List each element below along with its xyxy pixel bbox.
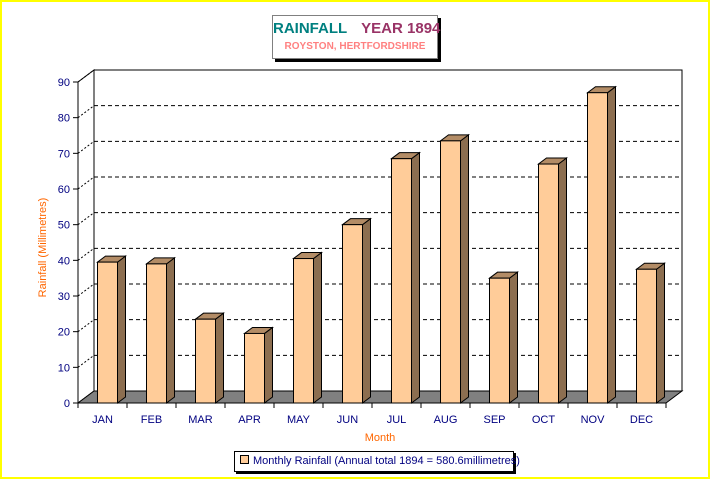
x-tick-label: JUL <box>387 414 407 426</box>
bar <box>146 263 167 404</box>
y-tick-label: 30 <box>58 291 70 303</box>
chart-title-box: RAINFALL YEAR 1894 ROYSTON, HERTFORDSHIRE <box>272 15 441 59</box>
y-tick-label: 0 <box>64 398 70 410</box>
x-tick-label: APR <box>238 414 261 426</box>
bar <box>244 332 265 404</box>
x-tick-label: SEP <box>483 414 505 426</box>
bar <box>440 140 461 404</box>
bar-side <box>166 256 175 404</box>
side-wall <box>77 69 95 404</box>
bar <box>195 318 216 404</box>
bar <box>538 163 559 404</box>
y-tick-label: 90 <box>58 77 70 89</box>
y-tick-label: 70 <box>58 148 70 160</box>
bar-side <box>362 217 371 404</box>
gridline-side <box>77 176 95 190</box>
x-axis-title: Month <box>365 432 396 444</box>
chart-legend: Monthly Rainfall (Annual total 1894 = 58… <box>234 451 520 472</box>
bar <box>636 268 657 404</box>
chart-subtitle: ROYSTON, HERTFORDSHIRE <box>284 41 426 52</box>
bar-side <box>313 251 322 404</box>
bar <box>391 158 412 404</box>
x-tick-label: DEC <box>630 414 653 426</box>
y-tick-label: 40 <box>58 255 70 267</box>
gridline-side <box>77 140 95 154</box>
bar-side <box>411 151 420 404</box>
y-tick-label: 10 <box>58 362 70 374</box>
y-tick-label: 60 <box>58 184 70 196</box>
bar-side <box>558 157 567 404</box>
gridline-side <box>77 105 95 119</box>
y-tick-label: 20 <box>58 327 70 339</box>
x-tick-label: JUN <box>337 414 358 426</box>
bar <box>587 92 608 404</box>
gridline-side <box>77 69 95 83</box>
bar <box>293 258 314 404</box>
x-tick-label: AUG <box>434 414 458 426</box>
gridline-side <box>77 319 95 333</box>
bar <box>489 277 510 404</box>
bar-side <box>215 312 224 404</box>
bar <box>97 261 118 404</box>
gridline-side <box>77 354 95 368</box>
legend-swatch <box>240 455 249 464</box>
x-tick-label: FEB <box>141 414 162 426</box>
gridline-side <box>77 247 95 261</box>
legend-label: Monthly Rainfall (Annual total 1894 = 58… <box>253 455 520 467</box>
y-tick-label: 50 <box>58 220 70 232</box>
bar-side <box>607 85 616 404</box>
gridline-side <box>77 212 95 226</box>
bar-side <box>264 326 273 404</box>
y-axis-title: Rainfall (Millimetres) <box>37 198 49 298</box>
chart-title-year: YEAR 1894 <box>361 20 441 37</box>
gridline-side <box>77 283 95 297</box>
x-tick-label: MAY <box>287 414 311 426</box>
chart-title-rainfall: RAINFALL <box>273 20 348 37</box>
bar-side <box>460 133 469 404</box>
x-tick-label: NOV <box>581 414 606 426</box>
bar <box>342 224 363 404</box>
chart-title: RAINFALL YEAR 1894 <box>273 20 441 38</box>
y-tick-label: 80 <box>58 113 70 125</box>
bar-side <box>509 271 518 404</box>
bar-side <box>117 255 126 404</box>
x-tick-label: OCT <box>532 414 556 426</box>
x-tick-label: JAN <box>92 414 113 426</box>
bar-side <box>656 262 665 404</box>
x-tick-label: MAR <box>188 414 213 426</box>
